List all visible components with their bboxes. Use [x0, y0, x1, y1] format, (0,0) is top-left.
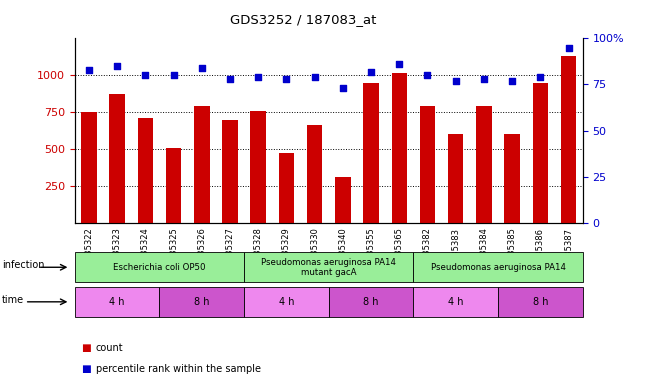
Text: time: time	[2, 295, 24, 305]
Text: 4 h: 4 h	[279, 297, 294, 307]
Text: percentile rank within the sample: percentile rank within the sample	[96, 364, 260, 374]
Bar	[81, 112, 97, 223]
Bar	[420, 106, 436, 223]
Point	[309, 74, 320, 80]
Bar	[533, 83, 548, 223]
Point	[422, 72, 433, 78]
Point	[225, 76, 235, 82]
Bar	[279, 153, 294, 223]
Bar	[166, 148, 182, 223]
Point	[169, 72, 179, 78]
Text: GDS3252 / 187083_at: GDS3252 / 187083_at	[230, 13, 376, 26]
Bar	[307, 125, 322, 223]
Bar	[194, 106, 210, 223]
Point	[253, 74, 264, 80]
Point	[140, 72, 150, 78]
Bar	[109, 94, 125, 223]
Text: ■: ■	[81, 364, 91, 374]
Point	[366, 68, 376, 74]
Bar	[476, 106, 492, 223]
Bar	[448, 134, 464, 223]
Bar	[561, 56, 576, 223]
Point	[84, 67, 94, 73]
Bar	[391, 73, 407, 223]
Point	[507, 78, 518, 84]
Point	[394, 61, 404, 67]
Text: infection: infection	[2, 260, 44, 270]
Text: 4 h: 4 h	[109, 297, 125, 307]
Text: 8 h: 8 h	[363, 297, 379, 307]
Point	[563, 45, 574, 51]
Bar	[363, 83, 379, 223]
Text: 8 h: 8 h	[194, 297, 210, 307]
Point	[338, 85, 348, 91]
Text: Escherichia coli OP50: Escherichia coli OP50	[113, 263, 206, 272]
Point	[281, 76, 292, 82]
Point	[450, 78, 461, 84]
Text: 4 h: 4 h	[448, 297, 464, 307]
Bar	[251, 111, 266, 223]
Text: count: count	[96, 343, 123, 353]
Point	[478, 76, 489, 82]
Text: Pseudomonas aeruginosa PA14
mutant gacA: Pseudomonas aeruginosa PA14 mutant gacA	[261, 258, 396, 277]
Text: ■: ■	[81, 343, 91, 353]
Point	[197, 65, 207, 71]
Text: 8 h: 8 h	[533, 297, 548, 307]
Bar	[222, 119, 238, 223]
Bar	[335, 177, 351, 223]
Point	[535, 74, 546, 80]
Bar	[137, 118, 153, 223]
Point	[112, 63, 122, 69]
Text: Pseudomonas aeruginosa PA14: Pseudomonas aeruginosa PA14	[430, 263, 566, 272]
Bar	[505, 134, 520, 223]
